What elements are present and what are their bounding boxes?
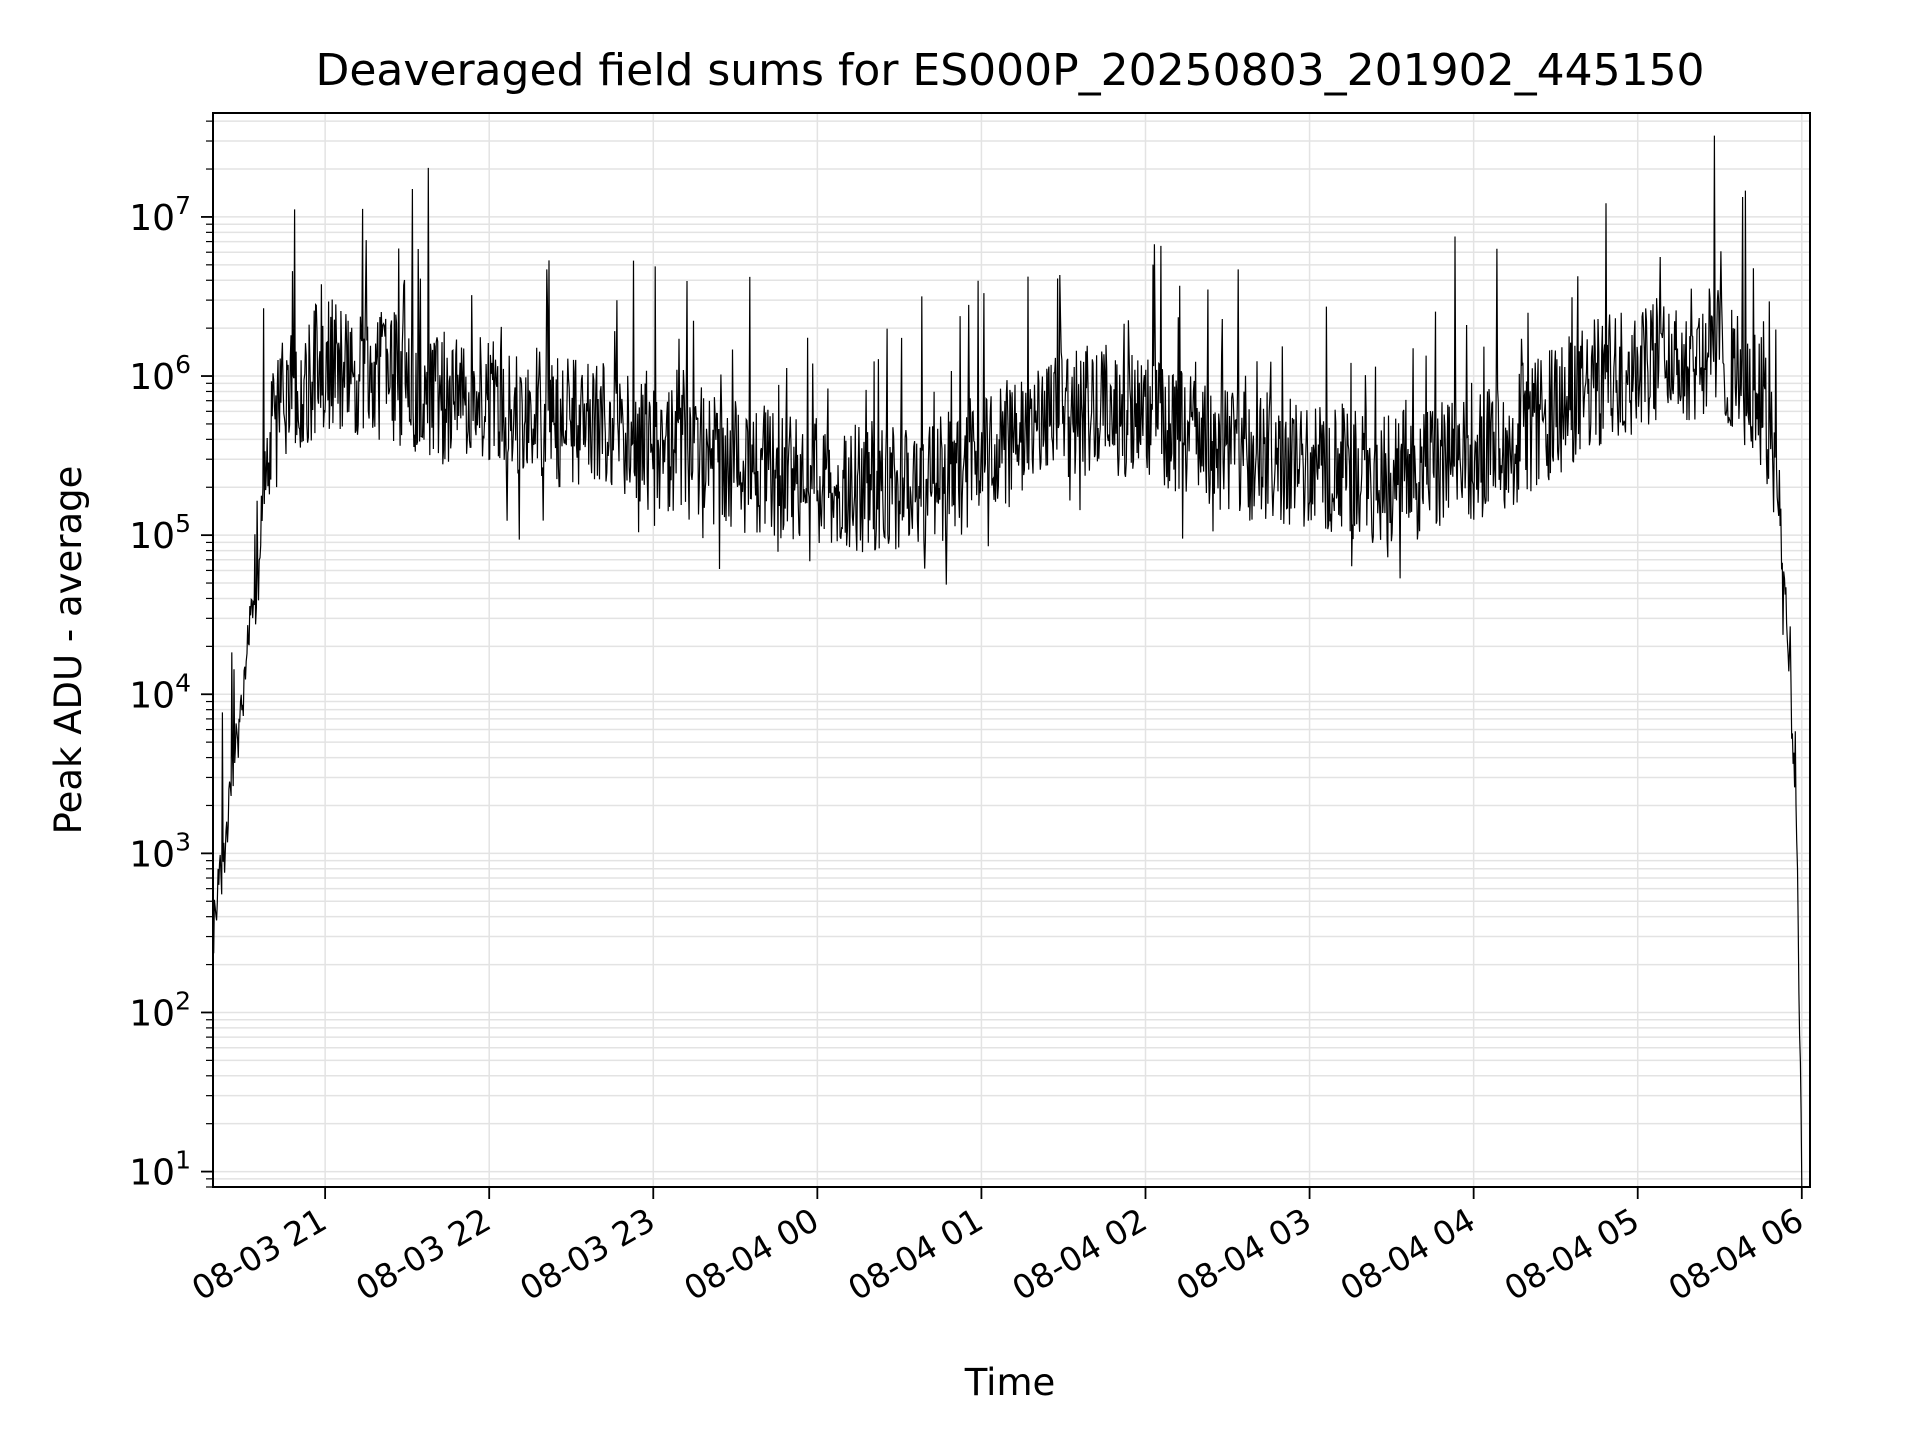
y-tick-base: 10 xyxy=(129,357,175,398)
plot-frame xyxy=(212,112,1811,1188)
y-tick-label: 102 xyxy=(129,986,191,1034)
y-tick-base: 10 xyxy=(129,198,175,239)
y-tick-label: 106 xyxy=(129,350,191,398)
y-tick-exponent: 6 xyxy=(175,350,191,379)
y-tick-label: 103 xyxy=(129,827,191,875)
y-tick-base: 10 xyxy=(129,675,175,716)
y-tick-label: 104 xyxy=(129,668,191,716)
y-tick-base: 10 xyxy=(129,834,175,875)
y-tick-exponent: 2 xyxy=(175,986,191,1015)
x-axis-label: Time xyxy=(964,1361,1056,1404)
y-tick-base: 10 xyxy=(129,516,175,557)
grid-layer xyxy=(213,113,1810,1188)
y-tick-base: 10 xyxy=(129,1153,175,1194)
y-tick-base: 10 xyxy=(129,993,175,1034)
y-tick-exponent: 7 xyxy=(175,191,191,220)
y-tick-exponent: 3 xyxy=(175,827,191,856)
y-axis-label: Peak ADU - average xyxy=(47,466,90,835)
y-tick-label: 101 xyxy=(129,1146,191,1194)
y-tick-exponent: 5 xyxy=(175,509,191,538)
chart-title: Deaveraged field sums for ES000P_2025080… xyxy=(315,45,1704,96)
y-tick-exponent: 4 xyxy=(175,668,191,697)
y-tick-label: 107 xyxy=(129,191,191,239)
series-line xyxy=(212,135,1803,1188)
y-tick-label: 105 xyxy=(129,509,191,557)
y-tick-exponent: 1 xyxy=(175,1146,191,1175)
